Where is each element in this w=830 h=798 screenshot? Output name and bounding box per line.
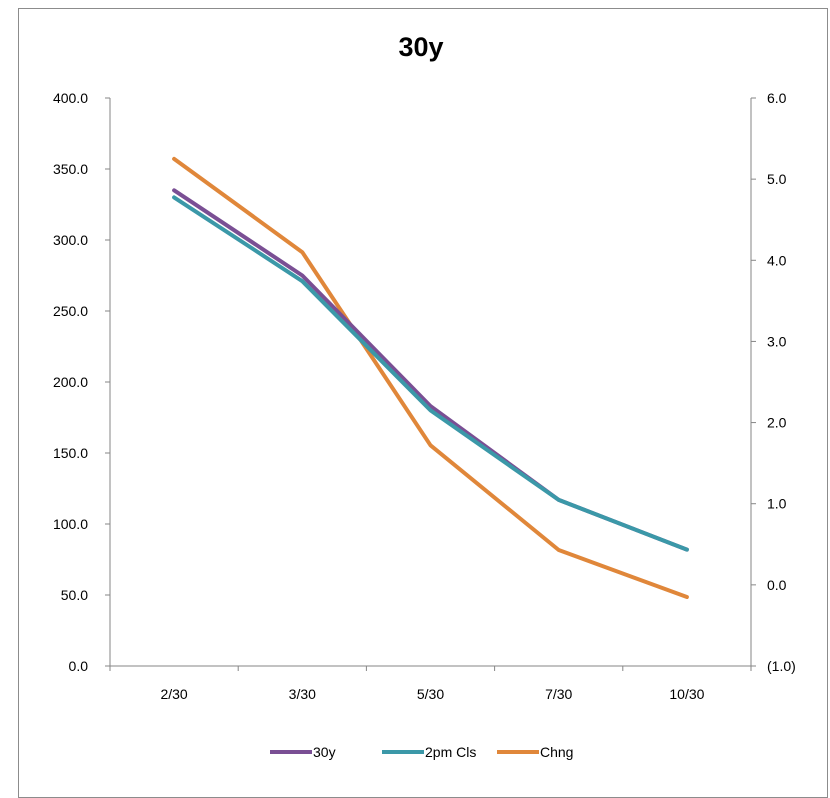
legend-label: Chng bbox=[540, 744, 573, 760]
y-left-tick-label: 50.0 bbox=[61, 587, 88, 603]
y-right-tick-label: (1.0) bbox=[767, 658, 796, 674]
y-right-tick-label: 4.0 bbox=[767, 252, 787, 268]
legend-label: 30y bbox=[313, 744, 336, 760]
y-left-tick-label: 100.0 bbox=[53, 516, 88, 532]
y-left-tick-label: 250.0 bbox=[53, 303, 88, 319]
y-right-tick-label: 6.0 bbox=[767, 90, 787, 106]
y-left-tick-label: 400.0 bbox=[53, 90, 88, 106]
series-layer bbox=[172, 156, 689, 599]
series-line-2pm-cls bbox=[172, 195, 689, 552]
series-line-chng bbox=[172, 156, 689, 599]
series-line-30y bbox=[172, 188, 689, 552]
y-left-tick-label: 350.0 bbox=[53, 161, 88, 177]
y-right-tick-label: 0.0 bbox=[767, 577, 787, 593]
y-right-tick-label: 5.0 bbox=[767, 171, 787, 187]
y-right-tick-label: 1.0 bbox=[767, 496, 787, 512]
x-tick-label: 3/30 bbox=[289, 686, 316, 702]
chart-legend: 30y 2pm Cls Chng bbox=[270, 744, 573, 760]
y-left-tick-label: 0.0 bbox=[69, 658, 89, 674]
x-tick-label: 10/30 bbox=[669, 686, 704, 702]
chart-title: 30y bbox=[398, 32, 443, 62]
y-left-tick-label: 150.0 bbox=[53, 445, 88, 461]
chart-axes: 0.0 50.0 100.0 150.0 200.0 250.0 300.0 350.0 400… bbox=[53, 90, 796, 702]
y-right-tick-label: 3.0 bbox=[767, 333, 787, 349]
legend-label: 2pm Cls bbox=[425, 744, 476, 760]
x-tick-label: 7/30 bbox=[545, 686, 572, 702]
y-left-tick-label: 300.0 bbox=[53, 232, 88, 248]
y-left-tick-label: 200.0 bbox=[53, 374, 88, 390]
x-tick-label: 5/30 bbox=[417, 686, 444, 702]
x-tick-label: 2/30 bbox=[160, 686, 187, 702]
y-right-tick-label: 2.0 bbox=[767, 415, 787, 431]
